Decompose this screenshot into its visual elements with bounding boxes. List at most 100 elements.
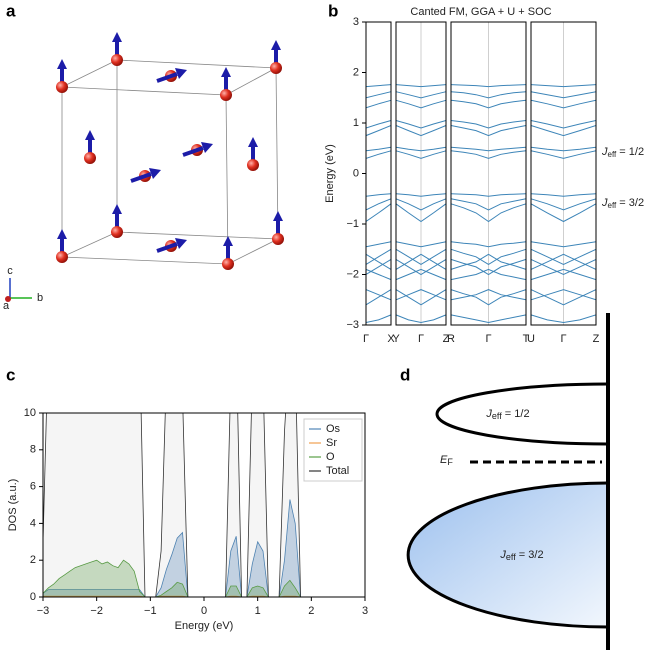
panel-label: a [6, 1, 16, 20]
y-tick-label: 8 [30, 444, 36, 456]
y-axis-label: DOS (a.u.) [7, 479, 19, 532]
x-tick-label: U [527, 333, 535, 345]
x-tick-label: Z [443, 333, 450, 345]
plot-frame [42, 412, 366, 598]
x-tick-label: Γ [363, 333, 369, 345]
atom [272, 233, 284, 245]
moment-arrow-head [221, 67, 231, 77]
moment-arrow [156, 242, 178, 253]
annotation-main: J [601, 197, 608, 209]
y-tick-label: 1 [353, 117, 359, 129]
x-axis-label: Energy (eV) [175, 620, 234, 632]
schematic: Jeff = 1/2 EF Jeff = 3/2 [406, 313, 610, 650]
x-tick-label: T [523, 333, 530, 345]
x-tick-label: 0 [201, 605, 207, 617]
panel-label: b [328, 1, 338, 20]
moment-arrow [156, 72, 178, 83]
moment-arrow-head [175, 238, 187, 249]
crystal-structure: c b a [3, 32, 284, 312]
annotation-sub: eff [608, 201, 618, 210]
axis-label: b [37, 292, 43, 304]
axis-a [5, 296, 11, 302]
axis-label: a [3, 300, 10, 312]
panel-frame [365, 21, 392, 326]
x-tick-label: Y [392, 333, 400, 345]
atom [56, 251, 68, 263]
band [366, 125, 596, 137]
dos-line [43, 595, 365, 597]
band [366, 248, 596, 265]
moment-arrow-head [149, 168, 161, 179]
annotation-rest: = 1/2 [616, 146, 644, 158]
band [366, 193, 596, 197]
band [366, 203, 596, 223]
moment-arrow-head [273, 211, 283, 221]
y-tick-label: 10 [24, 407, 36, 419]
x-tick-label: R [447, 333, 455, 345]
y-tick-label: 2 [353, 66, 359, 78]
moment-arrow-head [248, 137, 258, 147]
moment-arrow [182, 146, 204, 157]
panel-frame [395, 21, 447, 326]
plot [366, 22, 596, 325]
plot [43, 413, 365, 597]
x-tick-label: X [387, 333, 395, 345]
dos-line [43, 499, 365, 597]
band [366, 99, 596, 109]
x-tick-label: Γ [485, 333, 491, 345]
moment-arrow-head [223, 236, 233, 246]
dos-area [43, 499, 365, 597]
y-tick-label: 3 [353, 16, 359, 28]
x-tick-label: 1 [255, 605, 261, 617]
x-tick-label: 2 [308, 605, 314, 617]
y-tick-label: −1 [346, 218, 359, 230]
atom [220, 89, 232, 101]
x-tick-label: Γ [418, 333, 424, 345]
moment-arrow [130, 172, 152, 183]
band [366, 198, 596, 211]
annotation-sub: eff [608, 150, 618, 159]
legend-label: Sr [326, 437, 337, 449]
legend-label: Os [326, 423, 341, 435]
band [366, 84, 596, 88]
fermi-label: EF [440, 454, 453, 467]
band [366, 253, 596, 270]
axis-label: c [7, 265, 13, 277]
band [366, 268, 596, 281]
band [366, 314, 596, 324]
x-tick-label: Γ [560, 333, 566, 345]
y-tick-label: 6 [30, 481, 36, 493]
moment-arrow-head [57, 229, 67, 239]
dos-area [43, 413, 365, 597]
legend-label: O [326, 451, 335, 463]
legend-label: Total [326, 465, 349, 477]
moment-arrow-head [57, 59, 67, 69]
annotation: Jeff = 3/2 [601, 197, 644, 210]
moment-arrow-head [112, 204, 122, 214]
band [366, 258, 596, 276]
atom [111, 54, 123, 66]
x-tick-label: −1 [144, 605, 157, 617]
annotation: Jeff = 1/2 [601, 146, 644, 159]
y-tick-label: 4 [30, 517, 36, 529]
band [366, 150, 596, 159]
band [366, 289, 596, 301]
panel-frame [450, 21, 527, 326]
y-tick-label: −3 [346, 319, 359, 331]
atom [270, 62, 282, 74]
annotation-rest: = 3/2 [616, 197, 644, 209]
upper-band [435, 382, 609, 446]
moment-arrow-head [85, 130, 95, 140]
lower-band [406, 481, 609, 629]
band [366, 120, 596, 129]
x-tick-label: −2 [90, 605, 103, 617]
moment-arrow-head [201, 142, 213, 153]
band [366, 91, 596, 99]
dos-line [43, 559, 365, 597]
band-label: Jeff = 3/2 [499, 549, 543, 562]
y-tick-label: −2 [346, 268, 359, 280]
cell-edge [61, 59, 279, 265]
x-tick-label: −3 [37, 605, 50, 617]
moment-arrow-head [175, 68, 187, 79]
